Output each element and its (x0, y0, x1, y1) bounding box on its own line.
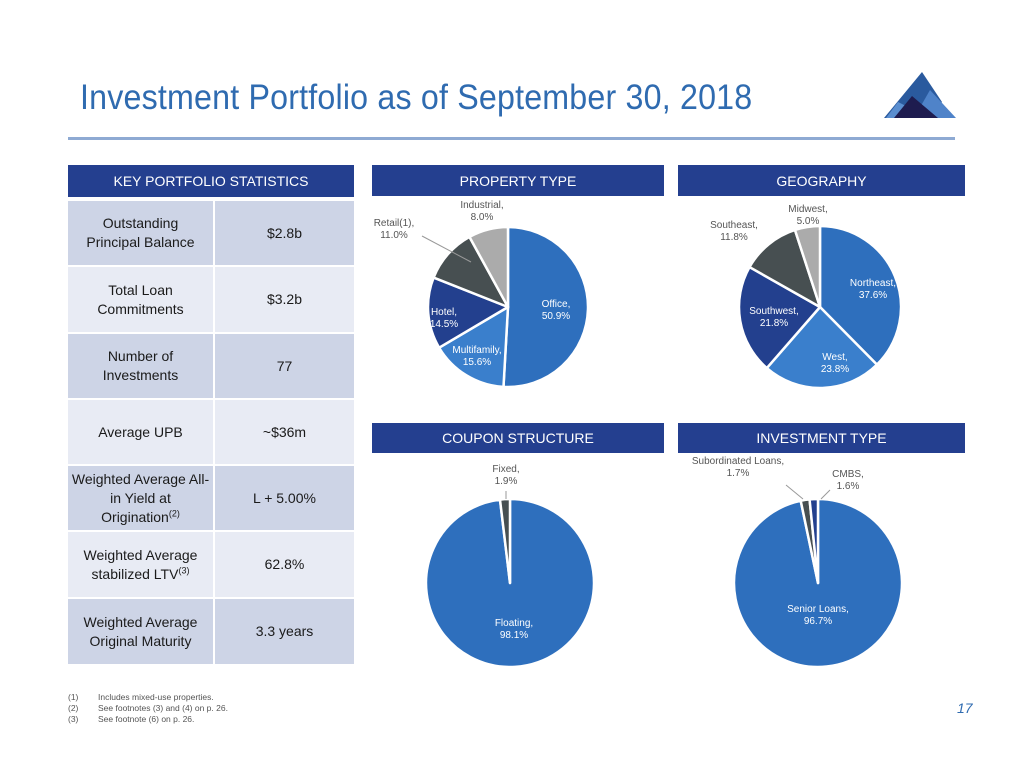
data-label: Fixed, 1.9% (492, 464, 519, 487)
stat-label: Number of Investments (68, 334, 213, 398)
data-label: Southwest, 21.8% (749, 306, 798, 329)
pie-slice-northeast (818, 224, 903, 366)
investment-type-pie-chart: Senior Loans, 96.7% Subordinated Loans, 1.7… (692, 456, 904, 669)
data-label: Retail(1), 11.0% (374, 218, 415, 241)
coupon-structure-pie-chart: Floating, 98.1% Fixed, 1.9% (424, 464, 596, 669)
data-label: CMBS, 1.6% (832, 469, 864, 492)
stat-label-text: Average UPB (98, 423, 183, 440)
leader-line (785, 484, 804, 500)
data-label: Southeast, 11.8% (710, 220, 758, 243)
footnote: (1) Includes mixed-use properties. (68, 692, 228, 703)
stat-row: Weighted Average All-in Yield at Origina… (68, 466, 354, 530)
stat-label-main: Weighted Average stabilized LTV (83, 546, 198, 582)
pie-slice-southwest (737, 265, 822, 370)
investment-type-header: INVESTMENT TYPE (678, 423, 965, 453)
pie-slice-cmbs (808, 497, 820, 585)
leader-line (421, 235, 472, 263)
stat-value: 3.3 years (215, 599, 354, 664)
footnote-ref: (2) (168, 507, 180, 518)
stat-row: Outstanding Principal Balance $2.8b (68, 201, 354, 265)
data-label: Office, 50.9% (542, 299, 571, 322)
stat-label: Outstanding Principal Balance (68, 201, 213, 265)
stat-label: Weighted Average stabilized LTV(3) (68, 532, 213, 597)
page-title: Investment Portfolio as of September 30,… (80, 78, 753, 117)
data-label: Northeast, 37.6% (850, 278, 896, 301)
stat-label-text: Outstanding Principal Balance (86, 215, 195, 250)
stat-row: Total Loan Commitments $3.2b (68, 267, 354, 332)
chart-title: GEOGRAPHY (776, 172, 867, 189)
stat-value: L + 5.00% (215, 466, 354, 530)
data-label: Multifamily, 15.6% (452, 345, 501, 368)
footnote-number: (2) (68, 703, 79, 713)
footnote-ref: (3) (178, 564, 190, 575)
pie-slice-west (765, 305, 879, 390)
footnote: (2) See footnotes (3) and (4) on p. 26. (68, 703, 228, 714)
pie-slice-midwest (793, 224, 822, 309)
data-label: Senior Loans, 96.7% (787, 604, 849, 627)
footnotes: (1) Includes mixed-use properties. (2) See… (68, 692, 228, 725)
data-label: Floating, 98.1% (495, 618, 533, 641)
chart-title: COUPON STRUCTURE (442, 430, 594, 446)
stat-label: Weighted Average All-in Yield at Origina… (68, 466, 213, 530)
stat-label-text: Number of Investments (102, 348, 179, 383)
stat-row: Average UPB ~$36m (68, 400, 354, 464)
stat-label-text: Weighted Average All-in Yield at Origina… (71, 470, 211, 527)
stat-label: Weighted Average Original Maturity (68, 599, 213, 664)
stat-label: Average UPB (68, 400, 213, 464)
footnote-text: See footnotes (3) and (4) on p. 26. (98, 703, 228, 713)
stat-value: 77 (215, 334, 354, 398)
stat-label: Total Loan Commitments (68, 267, 213, 332)
data-label: Subordinated Loans, 1.7% (692, 456, 784, 479)
geography-header: GEOGRAPHY (678, 165, 965, 196)
stat-row: Weighted Average Original Maturity 3.3 y… (68, 599, 354, 664)
stat-row: Number of Investments 77 (68, 334, 354, 398)
data-label: Midwest, 5.0% (788, 204, 827, 227)
stat-value: ~$36m (215, 400, 354, 464)
footnote-text: Includes mixed-use properties. (98, 692, 214, 702)
stat-label-text: Weighted Average Original Maturity (83, 613, 198, 649)
chart-title: INVESTMENT TYPE (756, 430, 887, 446)
pie-slice-office (502, 225, 590, 389)
pie-slice-industrial (468, 225, 510, 309)
coupon-structure-header: COUPON STRUCTURE (372, 423, 664, 453)
footnote-number: (1) (68, 692, 79, 702)
data-label: West, 23.8% (821, 352, 849, 375)
stat-label-text: Total Loan Commitments (97, 281, 184, 317)
data-label: Hotel, 14.5% (430, 307, 458, 330)
stat-row: Weighted Average stabilized LTV(3) 62.8% (68, 532, 354, 597)
property-type-pie-chart: Office, 50.9% Multifamily, 15.6% Hotel, 14.5%… (374, 200, 590, 389)
data-label: Industrial, 8.0% (460, 200, 503, 223)
leader-line (820, 489, 831, 500)
mountain-logo-icon (884, 72, 956, 118)
page-number: 17 (957, 700, 973, 716)
pie-slice-multifamily (437, 305, 510, 389)
geography-pie-chart: Northeast, 37.6% West, 23.8% Southwest, 21.8%… (710, 204, 903, 390)
stats-header-label: KEY PORTFOLIO STATISTICS (113, 173, 309, 189)
stat-label-text: Weighted Average stabilized LTV(3) (73, 546, 208, 584)
stat-label-main: Weighted Average All-in Yield at Origina… (71, 470, 210, 525)
footnote: (3) See footnote (6) on p. 26. (68, 714, 228, 725)
stat-value: $2.8b (215, 201, 354, 265)
property-type-header: PROPERTY TYPE (372, 165, 664, 196)
footnote-text: See footnote (6) on p. 26. (98, 714, 195, 724)
stat-value: 62.8% (215, 532, 354, 597)
chart-title: PROPERTY TYPE (459, 172, 577, 189)
stat-value: $3.2b (215, 267, 354, 332)
footnote-number: (3) (68, 714, 79, 724)
stats-header: KEY PORTFOLIO STATISTICS (68, 165, 354, 197)
pie-slice-hotel (426, 276, 510, 349)
pie-slice-fixed (498, 497, 512, 585)
title-divider (68, 137, 955, 140)
